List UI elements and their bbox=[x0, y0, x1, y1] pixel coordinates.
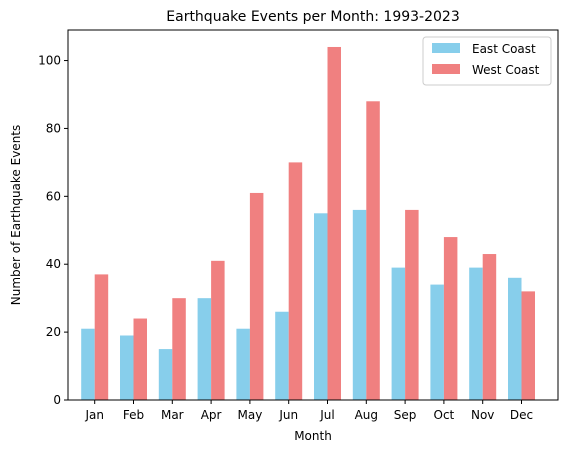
bar-east-coast-sep bbox=[391, 267, 406, 400]
bar-west-coast-jul bbox=[327, 46, 341, 400]
legend-label: East Coast bbox=[472, 42, 536, 56]
y-tick-label: 60 bbox=[46, 189, 61, 203]
y-axis-ticks: 0 20 40 60 80 100 bbox=[38, 54, 68, 407]
bar-west-coast-nov bbox=[482, 254, 497, 400]
x-axis-label: Month bbox=[294, 429, 332, 443]
bar-west-coast-dec bbox=[521, 291, 535, 400]
bar-west-coast-mar bbox=[172, 298, 186, 400]
x-tick-label: May bbox=[237, 408, 262, 422]
bar-east-coast-jul bbox=[314, 213, 328, 400]
y-axis-label: Number of Earthquake Events bbox=[9, 125, 23, 306]
y-tick-label: 100 bbox=[38, 54, 61, 68]
x-tick-label: Oct bbox=[434, 408, 455, 422]
bar-west-coast-may bbox=[249, 192, 264, 400]
legend-swatch bbox=[432, 64, 460, 74]
y-tick-label: 40 bbox=[46, 257, 61, 271]
bar-east-coast-mar bbox=[158, 349, 173, 400]
bar-east-coast-oct bbox=[430, 284, 444, 400]
x-tick-label: Jan bbox=[84, 408, 104, 422]
bar-west-coast-sep bbox=[405, 209, 419, 400]
bar-west-coast-aug bbox=[366, 101, 380, 400]
bar-west-coast-jun bbox=[288, 162, 303, 400]
x-tick-label: Aug bbox=[355, 408, 378, 422]
bars-group bbox=[81, 46, 535, 400]
y-tick-label: 80 bbox=[46, 121, 61, 135]
x-tick-label: Apr bbox=[201, 408, 222, 422]
x-tick-label: Jun bbox=[278, 408, 298, 422]
bar-east-coast-nov bbox=[469, 267, 483, 400]
bar-east-coast-jun bbox=[275, 311, 289, 400]
x-tick-label: Nov bbox=[471, 408, 494, 422]
y-tick-label: 0 bbox=[53, 393, 61, 407]
legend-swatch bbox=[432, 43, 460, 53]
bar-east-coast-jan bbox=[81, 328, 95, 400]
bar-west-coast-jan bbox=[94, 274, 109, 400]
bar-west-coast-oct bbox=[443, 237, 458, 400]
x-tick-label: Jul bbox=[319, 408, 334, 422]
y-tick-label: 20 bbox=[46, 325, 61, 339]
x-tick-label: Feb bbox=[123, 408, 144, 422]
x-tick-label: Dec bbox=[510, 408, 533, 422]
bar-east-coast-apr bbox=[197, 298, 212, 400]
plot-frame bbox=[67, 29, 559, 401]
x-axis-ticks: Jan Feb Mar Apr May Jun Jul Aug Sep Oct Nov Dec bbox=[84, 400, 533, 422]
legend-label: West Coast bbox=[472, 63, 540, 77]
x-tick-label: Sep bbox=[394, 408, 417, 422]
chart-title: Earthquake Events per Month: 1993-2023 bbox=[166, 9, 459, 25]
bar-west-coast-apr bbox=[211, 260, 225, 400]
bar-east-coast-dec bbox=[508, 277, 522, 400]
legend: East Coast West Coast bbox=[422, 36, 552, 86]
bar-west-coast-feb bbox=[133, 318, 147, 400]
bar-east-coast-aug bbox=[352, 209, 367, 400]
x-tick-label: Mar bbox=[161, 408, 184, 422]
bar-east-coast-may bbox=[236, 328, 250, 400]
bar-east-coast-feb bbox=[120, 335, 134, 400]
